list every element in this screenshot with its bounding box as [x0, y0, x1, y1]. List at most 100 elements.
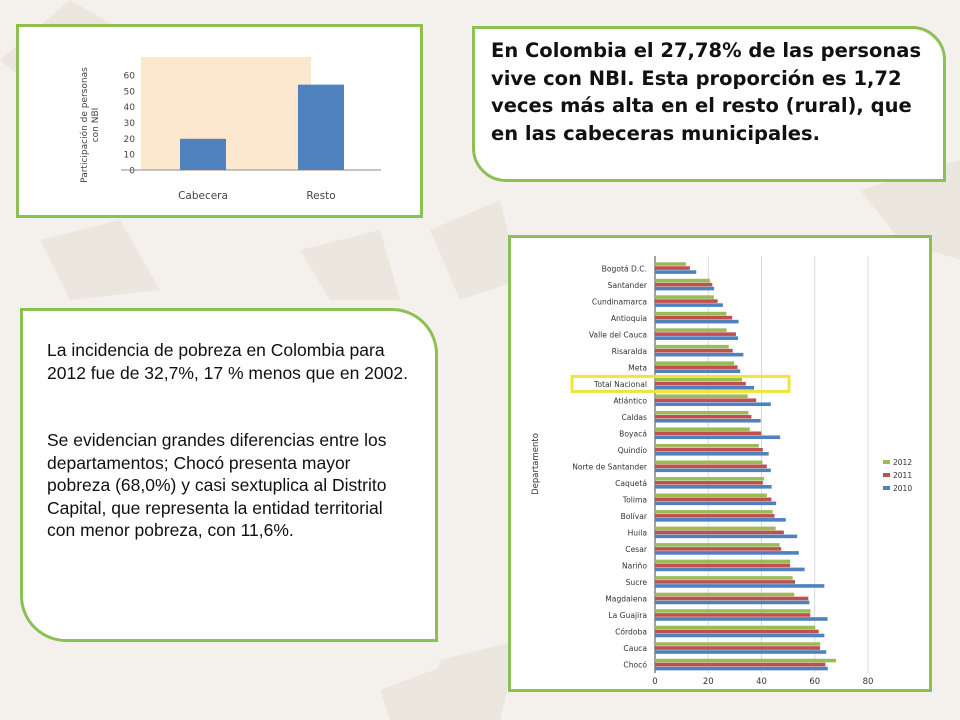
bar-2012	[655, 559, 791, 564]
bar-2010	[655, 518, 786, 522]
bar-2011	[655, 431, 762, 436]
legend-label-2010: 2010	[893, 484, 912, 493]
bar-2010	[655, 435, 781, 440]
bar-2011	[655, 332, 736, 336]
poverty-summary-paragraph-1: La incidencia de pobreza en Colombia par…	[47, 340, 408, 383]
x-tick-label: 0	[652, 677, 657, 687]
nbi-summary-bubble: En Colombia el 27,78% de las personas vi…	[472, 26, 946, 182]
bar-2012	[655, 295, 714, 299]
bar-2012	[655, 576, 793, 580]
y-tick-label: 30	[124, 119, 136, 129]
bar-2012	[655, 510, 773, 514]
y-tick-label: 50	[124, 87, 136, 97]
bar-2011	[655, 464, 767, 469]
y-tick-label: 40	[124, 103, 136, 113]
bar-2010	[655, 551, 799, 555]
bar-2012	[655, 262, 686, 266]
bar-2010	[655, 402, 771, 407]
legend-label-2011: 2011	[893, 471, 912, 480]
legend-swatch-2012	[883, 460, 890, 464]
bar-2012	[655, 278, 710, 283]
bar-2011	[655, 414, 752, 419]
y-tick-label: 0	[129, 167, 135, 177]
bar-2011	[655, 266, 690, 270]
bar-2012	[655, 311, 727, 316]
bar-2011	[655, 315, 733, 320]
department-label: Magdalena	[605, 595, 647, 604]
bar-2010	[655, 485, 772, 489]
bar-2012	[655, 410, 749, 415]
bar-2012	[655, 477, 765, 481]
department-label: Caquetá	[615, 479, 647, 488]
department-label: La Guajira	[608, 611, 647, 620]
bar-2010	[655, 468, 771, 473]
bar-2010	[655, 418, 761, 423]
bar-2011	[655, 481, 763, 485]
bar-2010	[655, 567, 805, 572]
x-tick-label: 40	[756, 677, 767, 687]
nbi-bar-chart: 0 10 20 30 40 50 60 Cabecera Resto Participación …	[79, 57, 381, 202]
bar-2012	[655, 328, 727, 332]
bar-2012	[655, 443, 759, 448]
department-label: Antioquia	[611, 314, 647, 323]
bar-2012	[655, 377, 743, 382]
x-tick-label: 60	[809, 677, 820, 687]
bar-2010	[655, 501, 777, 506]
bar-2011	[655, 596, 809, 601]
department-label: Bogotá D.C.	[602, 264, 647, 273]
bar-2010	[655, 666, 828, 671]
bar-2012	[655, 642, 821, 646]
bar-cabecera	[180, 138, 226, 170]
bar-2012	[655, 658, 837, 663]
department-bar-chart: 0 20 40 60 80 Bogotá D.C. Santander Cundinamarc…	[531, 256, 912, 687]
bar-2011	[655, 646, 821, 650]
department-chart-frame: 0 20 40 60 80 Bogotá D.C. Santander Cundinamarc…	[508, 235, 932, 692]
department-label: Norte de Santander	[572, 463, 648, 472]
bar-2011	[655, 514, 775, 518]
legend-swatch-2010	[883, 486, 890, 490]
department-label: Santander	[608, 281, 648, 290]
x-category-label: Resto	[306, 190, 335, 202]
nbi-chart-frame: 0 10 20 30 40 50 60 Cabecera Resto Participación …	[16, 24, 423, 218]
department-label: Valle del Cauca	[589, 330, 647, 339]
bar-2011	[655, 282, 713, 287]
bar-2011	[655, 613, 811, 617]
bar-2012	[655, 394, 748, 399]
department-label: Atlántico	[613, 396, 647, 405]
bar-2011	[655, 580, 796, 584]
legend-label-2012: 2012	[893, 458, 912, 467]
x-tick-label: 80	[863, 677, 874, 687]
bar-2010	[655, 385, 755, 390]
bar-2012	[655, 344, 729, 349]
poverty-summary-paragraph-2: Se evidencian grandes diferencias entre …	[47, 430, 387, 540]
bar-2011	[655, 348, 733, 353]
total-nacional-highlight-box	[570, 374, 791, 393]
department-label: Caldas	[622, 413, 648, 422]
x-tick-label: 20	[703, 677, 714, 687]
bar-2011	[655, 629, 819, 634]
bar-2010	[655, 451, 769, 456]
bar-2011	[655, 365, 738, 369]
department-label: Boyacá	[619, 429, 647, 438]
bar-2012	[655, 493, 767, 498]
bar-2012	[655, 427, 750, 432]
department-label: Córdoba	[615, 628, 647, 637]
bar-2012	[655, 592, 795, 597]
bar-2010	[655, 369, 741, 373]
y-axis-title-line-2: con NBI	[91, 108, 101, 143]
bar-2010	[655, 584, 825, 588]
x-category-label: Cabecera	[178, 190, 228, 202]
bar-2010	[655, 650, 827, 654]
department-label: Meta	[628, 363, 647, 372]
department-label: Cesar	[625, 545, 648, 554]
bar-2011	[655, 530, 784, 535]
y-tick-label: 10	[124, 151, 136, 161]
bar-2010	[655, 336, 739, 340]
y-tick-label: 60	[124, 72, 136, 82]
bar-2011	[655, 547, 782, 551]
y-axis-title-line-1: Participación de personas	[79, 67, 90, 183]
department-label: Huila	[628, 529, 647, 538]
bar-2012	[655, 460, 763, 465]
department-label: Chocó	[623, 661, 647, 670]
bar-2012	[655, 625, 816, 630]
